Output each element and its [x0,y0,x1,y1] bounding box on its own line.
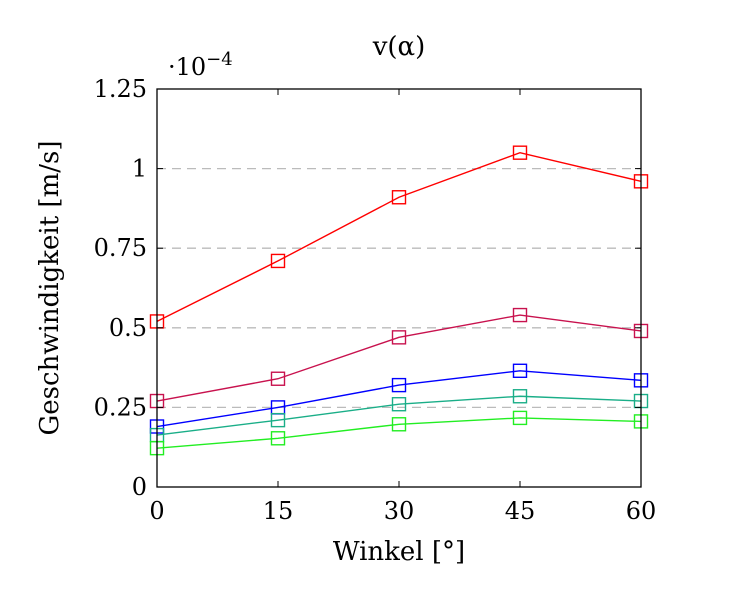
x-tick-label: 30 [384,497,415,525]
series-line [156,151,642,323]
data-point-marker [512,410,528,426]
y-tick-label: 0.5 [109,314,147,342]
series-line [156,314,642,402]
data-point-marker [391,330,407,345]
data-point-marker [512,363,528,378]
series-group [149,145,649,456]
data-point-marker [270,371,286,386]
y-tick-label: 1 [132,155,147,183]
data-point-marker [512,145,528,160]
series-line [156,417,642,449]
x-tick-label: 0 [149,497,164,525]
data-point-marker [512,389,528,404]
ticks: 0 0.25 0.5 0.75 1 1.25 0 15 30 45 60 [94,75,657,525]
y-axis-label: Geschwindigkeit [m/s] [35,141,65,436]
y-tick-label: 0 [132,473,147,501]
series-line [156,395,642,436]
data-point-marker [391,417,407,432]
data-point-marker [270,253,286,269]
x-tick-label: 15 [263,497,294,525]
chart-title: v(α) [372,32,426,62]
series-line [156,370,642,428]
data-point-marker [270,412,286,428]
y-scale-label: ·10−4 [168,49,233,81]
plot-frame [156,88,642,488]
data-point-marker [391,397,407,412]
y-tick-label: 0.25 [94,393,147,421]
data-point-marker [512,307,528,323]
y-tick-label: 1.25 [94,75,147,103]
data-point-marker [391,190,407,205]
data-point-marker [270,431,286,446]
x-axis-label: Winkel [°] [333,537,465,567]
data-point-marker [391,377,407,393]
y-tick-label: 0.75 [94,234,147,262]
grid [157,167,641,409]
x-tick-label: 45 [505,497,536,525]
x-tick-label: 60 [626,497,657,525]
